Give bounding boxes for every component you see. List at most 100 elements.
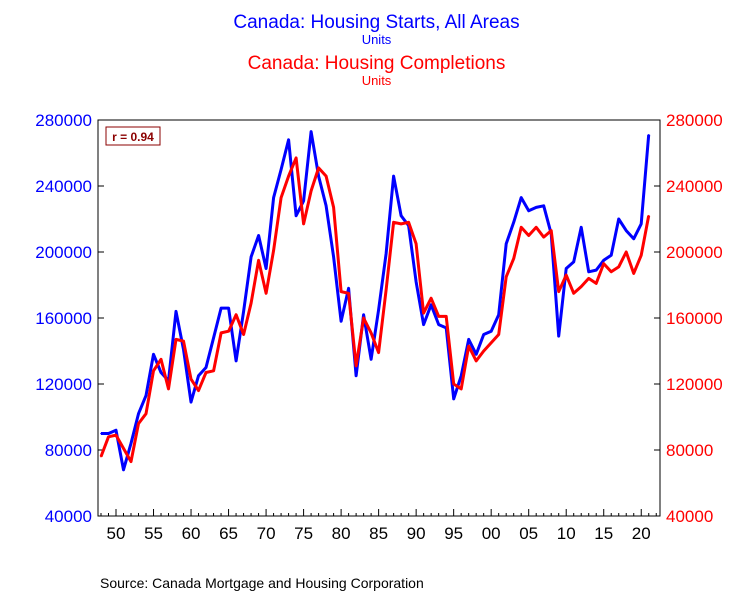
starts-data-point <box>497 313 500 316</box>
left-y-tick-label: 200000 <box>35 243 92 262</box>
completions-data-point <box>482 350 485 352</box>
right-y-tick-label: 160000 <box>666 309 723 328</box>
left-y-tick-label: 40000 <box>45 507 92 526</box>
completions-data-point <box>100 455 102 458</box>
left-y-tick-label: 240000 <box>35 177 92 196</box>
starts-data-point <box>175 310 177 313</box>
completions-data-point <box>175 338 177 341</box>
completions-data-point <box>535 226 537 229</box>
left-y-tick-label: 80000 <box>45 441 92 460</box>
starts-data-point <box>422 323 425 326</box>
starts-data-point <box>385 252 387 255</box>
x-tick-label: 60 <box>182 524 201 543</box>
starts-data-point <box>325 205 327 207</box>
completions-data-point <box>115 434 117 436</box>
starts-data-point <box>505 242 507 245</box>
starts-data-point <box>145 394 147 397</box>
completions-data-point <box>272 249 275 252</box>
completions-data-point <box>362 317 365 319</box>
starts-data-point <box>160 371 162 374</box>
starts-data-point <box>190 401 192 403</box>
starts-data-point <box>302 200 305 202</box>
starts-data-point <box>130 442 132 445</box>
completions-data-point <box>265 292 267 295</box>
starts-data-point <box>242 310 245 313</box>
completions-data-point <box>220 332 222 334</box>
completions-units: Units <box>361 73 392 88</box>
starts-title: Canada: Housing Starts, All Areas <box>233 12 520 33</box>
completions-data-point <box>625 251 628 253</box>
completions-data-point <box>602 262 605 265</box>
completions-data-point <box>505 275 507 278</box>
completions-data-point <box>332 206 335 209</box>
starts-data-point <box>610 254 613 257</box>
completions-data-point <box>370 332 372 334</box>
starts-data-point <box>617 218 620 220</box>
completions-data-point <box>287 175 290 177</box>
x-tick-label: 90 <box>407 524 426 543</box>
completions-data-point <box>242 333 245 336</box>
completions-title: Canada: Housing Completions <box>247 53 506 74</box>
x-tick-label: 10 <box>557 524 576 543</box>
completions-data-point <box>227 330 230 333</box>
starts-data-point <box>415 280 417 283</box>
correlation-box <box>105 126 161 146</box>
starts-data-point <box>632 238 635 240</box>
completions-data-point <box>557 290 560 293</box>
completions-data-point <box>512 257 515 260</box>
starts-data-point <box>572 261 575 263</box>
completions-data-point <box>595 282 598 285</box>
completions-data-point <box>145 412 147 415</box>
completions-data-point <box>167 388 170 390</box>
completions-data-point <box>325 175 327 177</box>
starts-data-point <box>332 256 335 258</box>
completions-data-point <box>130 460 132 463</box>
x-tick-label: 85 <box>369 524 388 543</box>
starts-data-point <box>482 333 485 336</box>
completions-data-point <box>107 436 110 438</box>
starts-data-point <box>430 304 432 306</box>
starts-data-point <box>280 168 282 171</box>
completions-data-point <box>295 157 297 159</box>
right-y-tick-label: 240000 <box>666 177 723 196</box>
starts-data-point <box>557 335 560 337</box>
completions-data-point <box>152 370 155 372</box>
starts-data-point <box>197 374 200 377</box>
completions-data-point <box>347 292 350 295</box>
completions-data-point <box>280 196 282 199</box>
starts-data-point <box>265 267 267 270</box>
completions-series-line <box>99 156 651 464</box>
completions-data-point <box>550 229 553 232</box>
starts-data-point <box>100 432 102 435</box>
completions-data-point <box>182 340 185 342</box>
completions-data-point <box>640 254 643 257</box>
completions-data-point <box>317 167 320 169</box>
completions-data-point <box>587 277 590 280</box>
chart-titles: Canada: Housing Starts, All Areas Units … <box>0 12 753 88</box>
completions-data-point <box>460 388 462 390</box>
completions-data-point <box>197 389 200 392</box>
completions-data-point <box>610 271 613 273</box>
starts-data-point <box>460 374 462 377</box>
starts-data-point <box>317 175 320 177</box>
starts-data-point <box>565 267 568 270</box>
correlation-label: r = 0.94 <box>112 130 154 144</box>
left-y-tick-label: 120000 <box>35 375 92 394</box>
right-y-tick-label: 200000 <box>666 243 723 262</box>
completions-data-point <box>647 214 650 217</box>
completions-data-point <box>340 290 342 293</box>
starts-data-point <box>475 353 477 356</box>
starts-data-point <box>362 313 365 316</box>
completions-data-point <box>565 274 568 276</box>
starts-data-point <box>640 223 643 225</box>
completions-data-point <box>137 422 140 425</box>
starts-data-point <box>437 323 440 326</box>
completions-data-point <box>355 365 357 367</box>
completions-data-point <box>310 190 312 192</box>
completions-data-point <box>490 341 492 344</box>
starts-data-point <box>512 221 515 224</box>
starts-data-point <box>647 134 650 136</box>
starts-data-point <box>377 308 380 311</box>
starts-data-point <box>115 429 117 432</box>
x-tick-label: 75 <box>294 524 313 543</box>
